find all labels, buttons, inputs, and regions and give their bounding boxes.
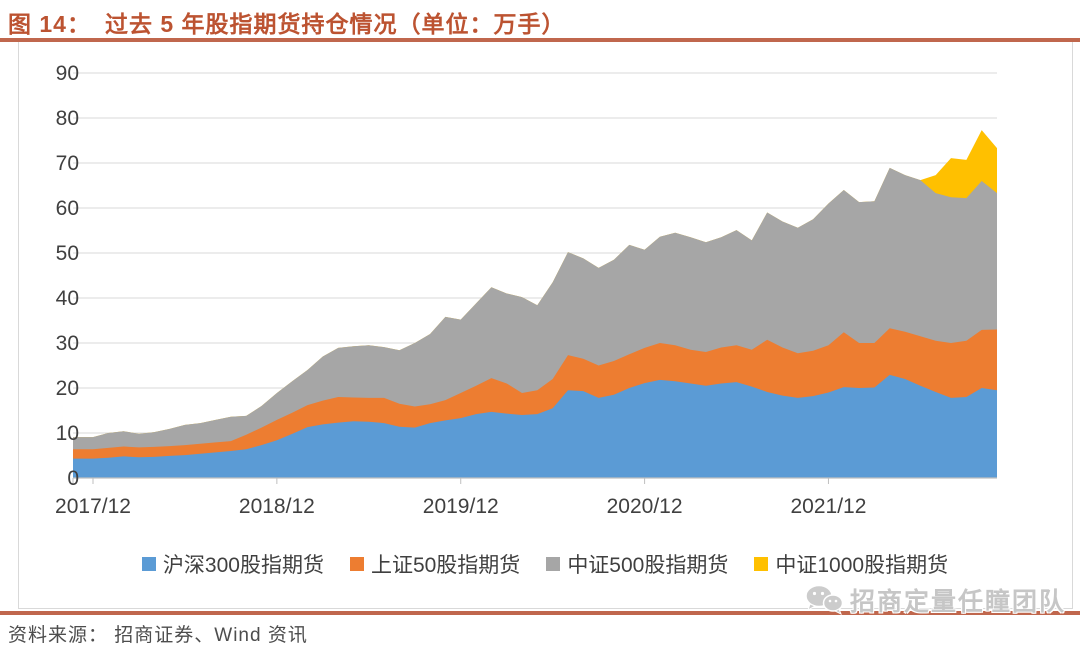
legend-color-swatch-hs300 <box>141 557 156 571</box>
y-tick-label: 50 <box>56 242 79 265</box>
chart-legend: 沪深300股指期货 上证50股指期货 中证500股指期货 中证1000股指期货 <box>18 549 1072 579</box>
legend-color-swatch-zz1000 <box>754 557 769 571</box>
wechat-watermark: 招商定量任瞳团队 <box>804 582 1066 618</box>
watermark-text: 招商定量任瞳团队 <box>849 588 1066 616</box>
page-title: 图 14： 过去 5 年股指期货持仓情况（单位：万手） <box>8 5 566 39</box>
area-series-hs300 <box>73 374 997 478</box>
x-tick-label: 2020/12 <box>607 495 683 518</box>
figure-label: 图 14： <box>8 11 91 37</box>
legend-item-sz50: 上证50股指期货 <box>349 549 521 579</box>
y-tick-label: 30 <box>56 332 79 355</box>
legend-label: 上证50股指期货 <box>370 554 521 577</box>
figure-title: 过去 5 年股指期货持仓情况（单位：万手） <box>104 11 566 37</box>
bottom-rule <box>0 611 1080 615</box>
legend-color-swatch-sz50 <box>349 557 364 571</box>
y-axis-labels: 0 10 20 30 40 50 60 70 80 90 <box>56 62 79 490</box>
x-tick-label: 2018/12 <box>239 495 315 518</box>
legend-color-swatch-zz500 <box>546 557 561 571</box>
y-tick-label: 0 <box>67 467 79 490</box>
x-tick-label: 2017/12 <box>55 495 131 518</box>
y-tick-label: 60 <box>56 197 79 220</box>
wechat-icon <box>805 584 844 616</box>
y-tick-label: 90 <box>56 62 79 85</box>
y-tick-label: 20 <box>56 377 79 400</box>
y-tick-label: 70 <box>56 152 79 175</box>
x-tick-label: 2019/12 <box>423 495 499 518</box>
source-note: 资料来源： 招商证券、Wind 资讯 <box>8 625 308 646</box>
legend-item-zz500: 中证500股指期货 <box>546 549 728 579</box>
y-tick-label: 10 <box>56 422 79 445</box>
legend-item-zz1000: 中证1000股指期货 <box>754 549 948 579</box>
y-tick-label: 80 <box>56 107 79 130</box>
legend-label: 中证500股指期货 <box>567 554 729 577</box>
figure-border-box <box>18 42 1073 609</box>
x-axis: 2017/12 2018/12 2019/12 2020/12 2021/12 <box>55 477 997 518</box>
title-underline-rule <box>0 38 1080 42</box>
legend-label: 中证1000股指期货 <box>775 554 949 577</box>
legend-item-hs300: 沪深300股指期货 <box>141 549 324 579</box>
x-tick-label: 2021/12 <box>790 495 866 518</box>
y-tick-label: 40 <box>56 287 79 310</box>
legend-label: 沪深300股指期货 <box>162 554 324 577</box>
